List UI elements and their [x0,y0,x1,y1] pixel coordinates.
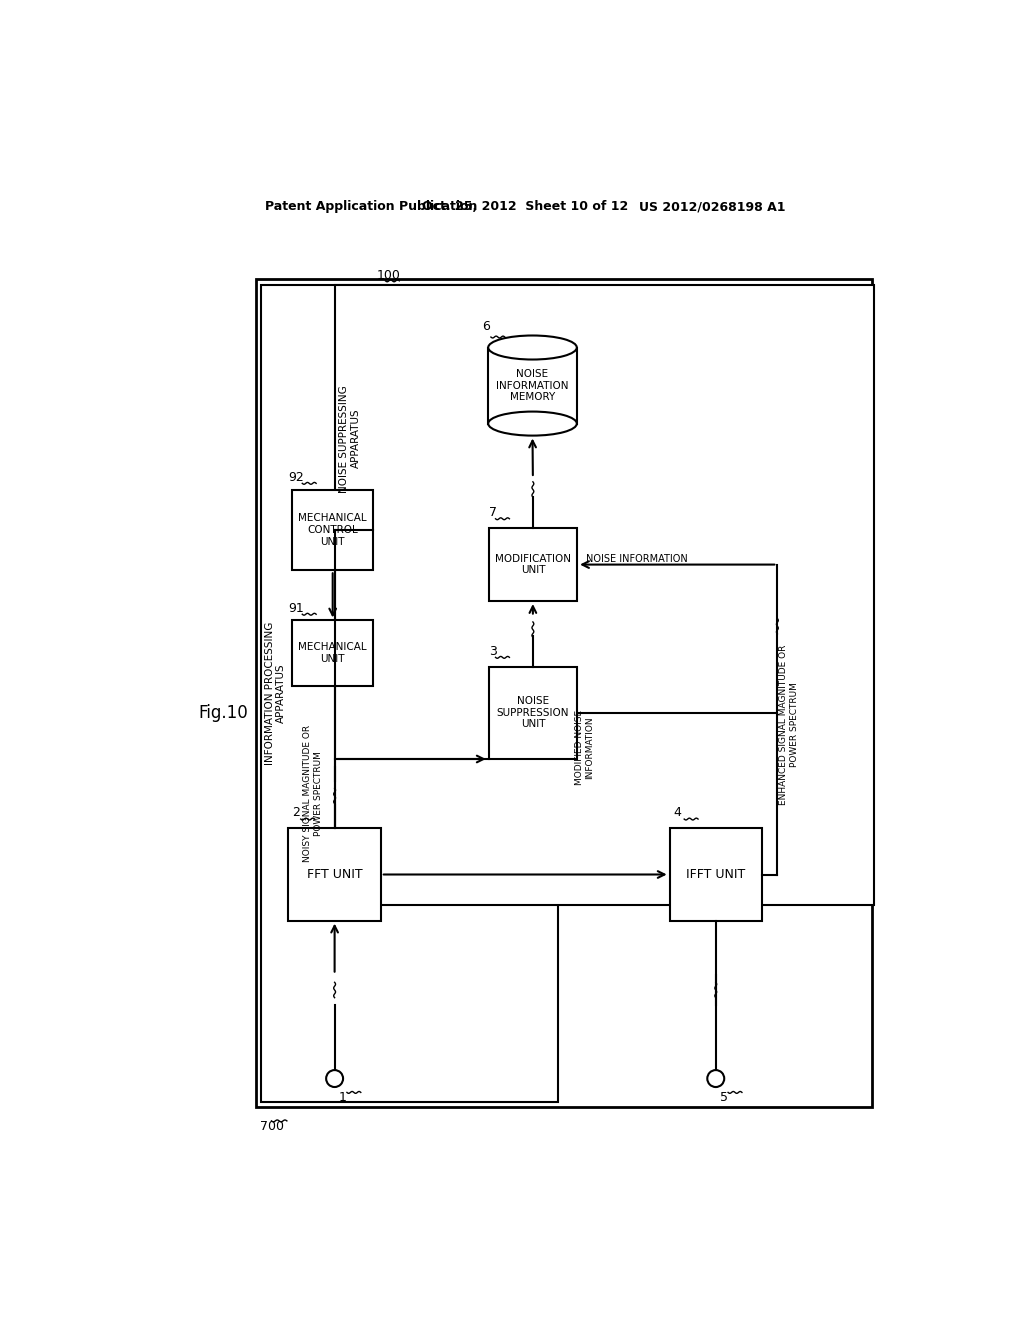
Text: 700: 700 [260,1119,284,1133]
Bar [289,829,381,921]
Text: 3: 3 [488,644,497,657]
Bar [488,347,577,424]
Bar [488,667,578,759]
Bar [670,829,762,921]
Text: 7: 7 [488,506,497,519]
Text: IFFT UNIT: IFFT UNIT [686,869,745,880]
Text: 91: 91 [289,602,304,615]
Text: 6: 6 [482,319,490,333]
Text: NOISY SIGNAL MAGNITUDE OR
POWER SPECTRUM: NOISY SIGNAL MAGNITUDE OR POWER SPECTRUM [303,725,323,862]
Bar [292,620,373,686]
Bar [261,285,558,1102]
Text: 4: 4 [674,807,681,820]
Circle shape [708,1071,724,1086]
Circle shape [326,1071,343,1086]
Text: MECHANICAL
CONTROL
UNIT: MECHANICAL CONTROL UNIT [298,513,367,546]
Bar [292,490,373,570]
Text: NOISE
INFORMATION
MEMORY: NOISE INFORMATION MEMORY [497,370,568,403]
Text: INFORMATION PROCESSING
APPARATUS: INFORMATION PROCESSING APPARATUS [264,622,286,764]
Bar [488,528,578,601]
Text: ENHANCED SIGNAL MAGNITUDE OR
POWER SPECTRUM: ENHANCED SIGNAL MAGNITUDE OR POWER SPECT… [779,644,799,804]
Text: 2: 2 [292,807,300,820]
Text: 5: 5 [720,1092,728,1105]
Text: MODIFIED NOISE
INFORMATION: MODIFIED NOISE INFORMATION [575,710,595,785]
Text: Oct. 25, 2012  Sheet 10 of 12: Oct. 25, 2012 Sheet 10 of 12 [422,201,628,214]
Text: 92: 92 [289,471,304,484]
Bar [256,280,872,1107]
Text: 100: 100 [377,269,400,282]
Text: US 2012/0268198 A1: US 2012/0268198 A1 [639,201,785,214]
Text: 1: 1 [339,1092,346,1105]
Text: FFT UNIT: FFT UNIT [307,869,362,880]
Text: MODIFICATION
UNIT: MODIFICATION UNIT [495,554,571,576]
Ellipse shape [488,335,577,359]
Text: NOISE INFORMATION: NOISE INFORMATION [587,554,688,564]
Text: NOISE SUPPRESSING
APPARATUS: NOISE SUPPRESSING APPARATUS [339,385,360,492]
Text: Fig.10: Fig.10 [199,704,248,722]
Ellipse shape [488,412,577,436]
Text: NOISE
SUPPRESSION
UNIT: NOISE SUPPRESSION UNIT [497,696,569,730]
Bar [335,285,873,904]
Text: Patent Application Publication: Patent Application Publication [265,201,477,214]
Text: MECHANICAL
UNIT: MECHANICAL UNIT [298,643,367,664]
